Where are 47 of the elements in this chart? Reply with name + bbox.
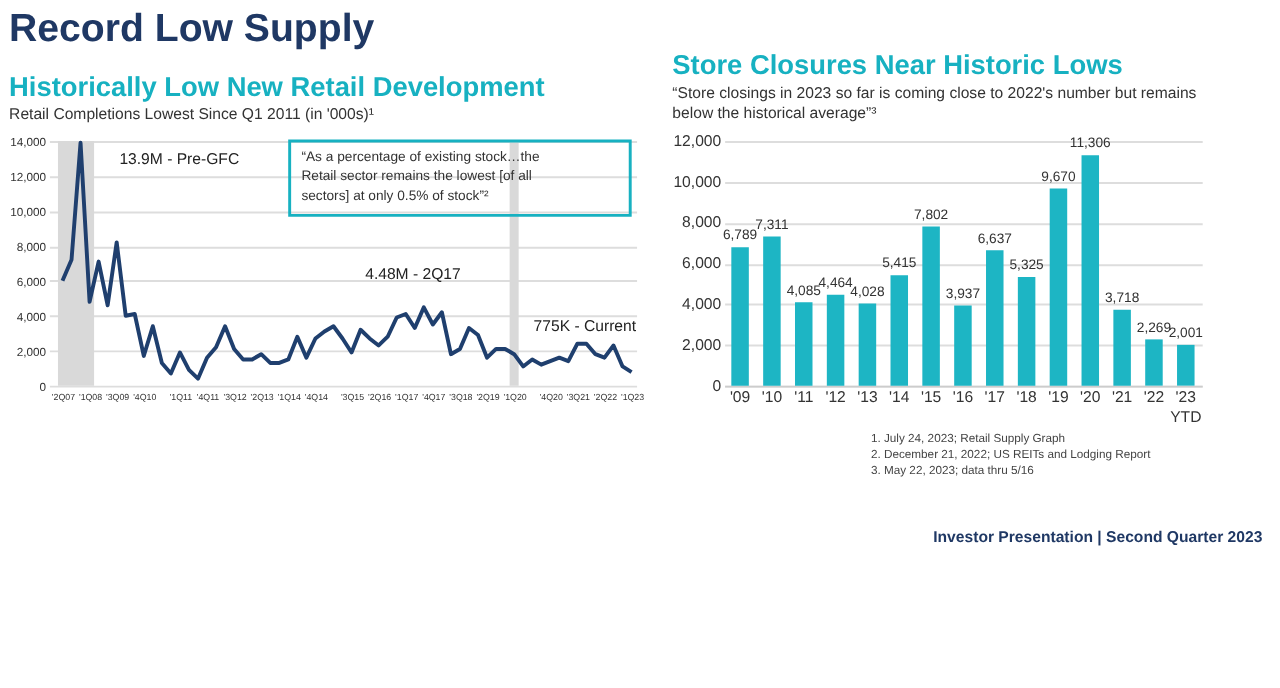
text: Record Low Supply	[9, 7, 375, 52]
x-tick-label: '18	[1016, 388, 1037, 407]
bar	[922, 226, 940, 386]
bar	[1017, 277, 1036, 386]
x-tick-label: '22	[1143, 388, 1165, 407]
x-tick-label: '11	[794, 388, 814, 407]
bar	[1049, 188, 1068, 386]
y-tick-label: 10,000	[673, 172, 723, 191]
x-tick-label: '14	[889, 388, 911, 407]
bar	[858, 303, 877, 386]
bar	[1113, 309, 1131, 386]
chart-subtitle: Retail Completions Lowest Since Q1 2011 (in '000s)¹	[9, 105, 375, 124]
text: Investor Presentation | Second Quarter 2023	[933, 528, 1264, 547]
line-series	[60, 140, 634, 381]
y-tick-label: 8,000	[682, 213, 723, 232]
bar	[826, 294, 845, 386]
chart-title: Store Closures Near Historic Lows	[672, 50, 1124, 81]
chart-subtitle: “Store closings in 2023 so far is coming close to 2022's number but remains below the historical average”³	[672, 83, 1197, 122]
y-tick-label: 0	[712, 376, 723, 395]
x-tick-label: '09	[729, 388, 751, 407]
bar	[795, 302, 813, 386]
x-tick-label: '17	[984, 388, 1005, 407]
bar	[763, 236, 781, 386]
x-tick-label: '16	[952, 388, 974, 407]
x-tick-label: '23 YTD	[1170, 388, 1203, 426]
chart-title: Historically Low New Retail Development	[9, 71, 546, 102]
bar	[1081, 155, 1100, 386]
x-tick-label: '21	[1111, 388, 1133, 407]
x-tick-label: '12	[825, 388, 846, 407]
bar	[890, 275, 909, 386]
bar	[1177, 344, 1195, 386]
y-tick-label: 2,000	[682, 335, 723, 354]
annotation: 13.9M - Pre-GFC	[119, 150, 240, 169]
x-tick-label: '10	[761, 388, 784, 407]
y-tick-label: 4,000	[682, 294, 723, 313]
y-tick-label: 12,000	[673, 131, 723, 150]
x-tick-label: '15	[920, 388, 943, 407]
x-tick-label: '13	[857, 388, 878, 407]
bar	[731, 247, 749, 386]
annotation: 775K - Current	[533, 316, 638, 335]
annotation: 4.48M - 2Q17	[365, 265, 461, 284]
bar	[954, 305, 972, 386]
y-tick-label: 6,000	[682, 254, 723, 273]
bar	[986, 250, 1004, 386]
x-tick-label: '19	[1048, 388, 1069, 407]
x-tick-label: '20	[1080, 388, 1102, 407]
bar	[1145, 339, 1163, 386]
